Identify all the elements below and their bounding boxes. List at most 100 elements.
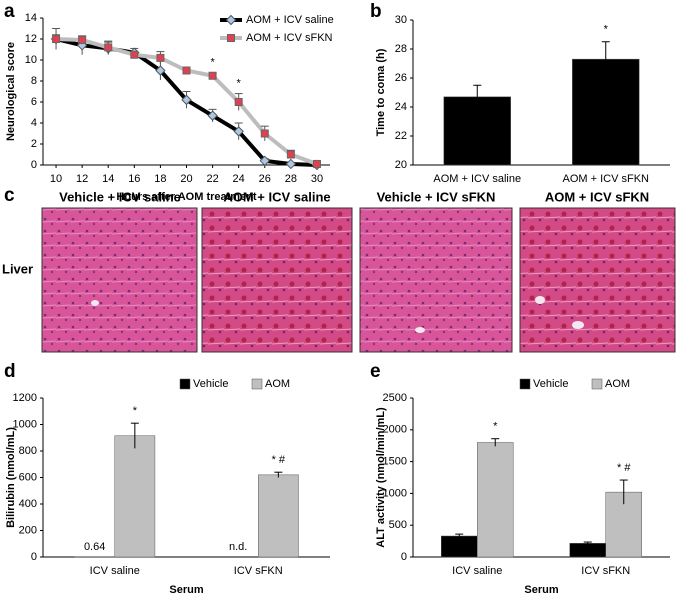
- legend-label: Vehicle: [193, 378, 228, 390]
- y-axis-label: Time to coma (h): [375, 48, 387, 136]
- marker: [78, 36, 87, 45]
- y-tick-label: 22: [395, 130, 407, 142]
- bar: [572, 58, 640, 166]
- x-tick-label: ICV sFKN: [581, 565, 630, 577]
- x-tick-label: 20: [180, 173, 192, 185]
- y-tick-label: 0: [401, 551, 407, 563]
- y-axis-label: Bilirubin (nmol/mL): [5, 427, 17, 528]
- x-axis-label: Serum: [169, 584, 203, 595]
- vessel: [415, 327, 425, 333]
- x-tick-label: ICV saline: [90, 565, 140, 577]
- legend-label: AOM + ICV saline: [246, 14, 334, 26]
- x-tick-label: 16: [128, 173, 140, 185]
- y-tick-label: 0: [31, 159, 37, 171]
- x-tick-label: 26: [259, 173, 271, 185]
- y-tick-label: 20: [395, 159, 407, 171]
- panel-label: d: [4, 361, 16, 382]
- marker: [130, 50, 139, 59]
- y-tick-label: 4: [31, 117, 37, 129]
- y-tick-label: 1200: [13, 392, 37, 404]
- panel-label: c: [4, 185, 15, 206]
- y-tick-label: 1500: [383, 456, 407, 468]
- significance: *: [210, 57, 215, 69]
- value-label: 0.64: [84, 541, 105, 553]
- legend-swatch: [591, 378, 603, 390]
- marker: [104, 43, 113, 52]
- y-tick-label: 2500: [383, 392, 407, 404]
- marker: [52, 35, 61, 43]
- y-tick-label: 600: [19, 471, 37, 483]
- y-tick-label: 14: [25, 12, 37, 24]
- significance: *: [604, 24, 609, 36]
- x-tick-label: 28: [285, 173, 297, 185]
- legend-label: Vehicle: [533, 378, 568, 390]
- marker: [155, 65, 166, 76]
- value-label: n.d.: [229, 541, 247, 553]
- row-label: Liver: [2, 261, 33, 276]
- histology-title: Vehicle + ICV sFKN: [377, 189, 496, 204]
- marker: [156, 53, 165, 62]
- y-tick-label: 24: [395, 101, 407, 113]
- marker: [233, 126, 244, 137]
- marker: [259, 155, 270, 167]
- y-tick-label: 0: [31, 551, 37, 563]
- y-tick-label: 1000: [383, 487, 407, 499]
- significance: *: [133, 405, 138, 417]
- y-tick-label: 2: [31, 138, 37, 150]
- vessel: [91, 300, 99, 306]
- histology-image: [201, 207, 353, 353]
- bar: [114, 435, 156, 558]
- histology-title: AOM + ICV saline: [223, 189, 330, 204]
- y-tick-label: 2000: [383, 424, 407, 436]
- y-tick-label: 8: [31, 75, 37, 87]
- x-tick-label: ICV sFKN: [234, 565, 283, 577]
- marker: [312, 159, 321, 168]
- y-tick-label: 28: [395, 43, 407, 55]
- y-tick-label: 30: [395, 14, 407, 26]
- y-tick-label: 10: [25, 54, 37, 66]
- x-tick-label: 12: [76, 173, 88, 185]
- marker: [286, 150, 295, 159]
- y-tick-label: 200: [19, 524, 37, 536]
- legend-label: AOM: [265, 378, 290, 390]
- panel-label: e: [370, 361, 381, 382]
- legend-swatch: [519, 378, 531, 390]
- significance: * #: [272, 454, 286, 466]
- marker: [207, 110, 218, 121]
- vessel: [572, 321, 584, 329]
- significance: *: [237, 78, 242, 90]
- y-tick-label: 800: [19, 445, 37, 457]
- marker: [181, 94, 192, 106]
- y-tick-label: 6: [31, 96, 37, 108]
- histology-title: AOM + ICV sFKN: [545, 189, 649, 204]
- x-tick-label: 14: [102, 173, 114, 185]
- x-tick-label: AOM + ICV sFKN: [563, 173, 650, 185]
- legend-marker: [225, 14, 237, 26]
- histology-image: [519, 207, 676, 353]
- x-tick-label: 30: [311, 173, 323, 185]
- x-tick-label: 24: [233, 173, 245, 185]
- panel-label: b: [370, 1, 382, 22]
- panel-label: a: [4, 1, 15, 22]
- marker: [234, 98, 243, 106]
- legend-marker: [227, 34, 235, 42]
- bar: [569, 543, 607, 558]
- bar: [477, 442, 514, 558]
- x-tick-label: 18: [154, 173, 166, 185]
- x-tick-label: 22: [206, 173, 218, 185]
- legend-swatch: [179, 378, 191, 390]
- marker: [182, 66, 191, 75]
- histology-image: [41, 207, 198, 353]
- x-tick-label: 10: [50, 173, 62, 185]
- significance: *: [493, 421, 498, 433]
- marker: [260, 129, 269, 138]
- bar: [258, 474, 299, 558]
- y-axis-label: Neurological score: [5, 42, 17, 141]
- x-tick-label: ICV saline: [452, 565, 502, 577]
- y-tick-label: 26: [395, 72, 407, 84]
- x-axis-label: Serum: [524, 584, 558, 595]
- marker: [285, 158, 297, 170]
- histology-image: [359, 207, 513, 353]
- y-tick-label: 500: [389, 519, 407, 531]
